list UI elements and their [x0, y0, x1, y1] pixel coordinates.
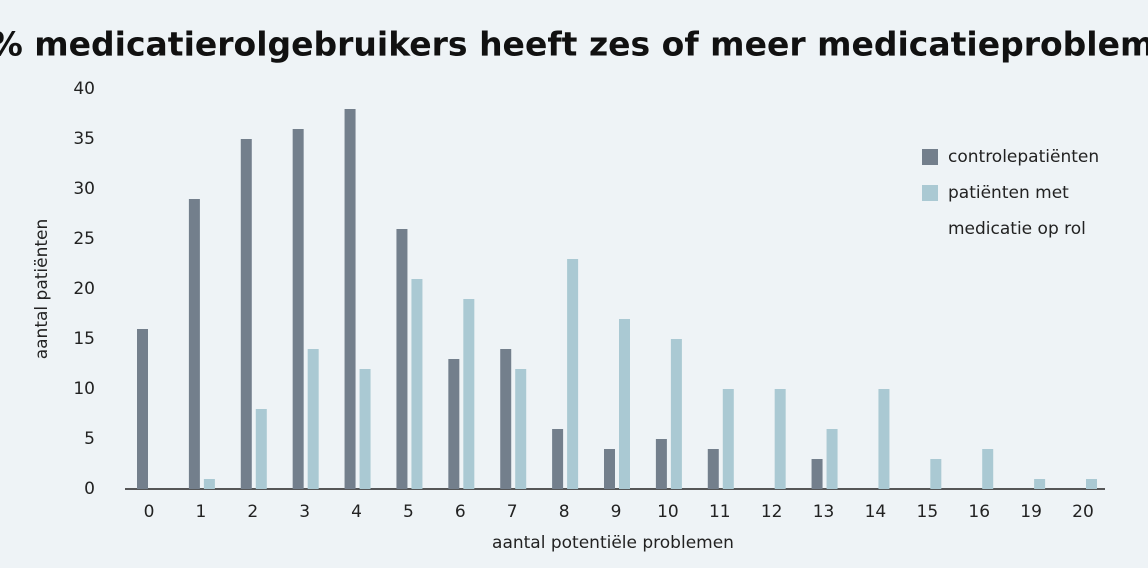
- legend-item: controlepatiënten: [922, 139, 1113, 175]
- y-tick-label: 35: [73, 129, 95, 149]
- bar: [774, 389, 786, 489]
- bar: [707, 449, 719, 489]
- x-tick-label: 12: [761, 502, 783, 522]
- y-axis-label: aantal patiënten: [32, 219, 52, 360]
- x-tick-label: 16: [968, 502, 990, 522]
- y-tick-label: 20: [73, 279, 95, 299]
- x-axis-label: aantal potentiële problemen: [492, 533, 734, 553]
- y-tick-label: 0: [84, 479, 95, 499]
- bar: [203, 479, 215, 489]
- chart-title: 70% medicatierolgebruikers heeft zes of …: [0, 25, 1148, 64]
- bar: [344, 109, 356, 489]
- legend-item: patiënten met medicatie op rol: [922, 175, 1113, 247]
- x-tick-label: 2: [247, 502, 258, 522]
- bar: [722, 389, 734, 489]
- bar: [567, 259, 579, 489]
- x-tick-label: 11: [709, 502, 731, 522]
- bar: [137, 329, 148, 489]
- bar: [619, 319, 630, 489]
- bar: [307, 349, 319, 489]
- x-tick-label: 0: [144, 502, 155, 522]
- bar: [411, 279, 423, 489]
- x-tick-label: 14: [865, 502, 887, 522]
- bar: [826, 429, 838, 489]
- bar: [188, 199, 200, 489]
- legend-label: controlepatiënten: [948, 147, 1100, 167]
- bar: [930, 459, 942, 489]
- bar: [655, 439, 667, 489]
- bar: [396, 229, 408, 489]
- bar: [552, 429, 564, 489]
- bar: [292, 129, 304, 489]
- y-tick-label: 40: [73, 79, 95, 99]
- x-tick-label: 19: [1020, 502, 1042, 522]
- bar: [878, 389, 890, 489]
- y-tick-label: 5: [84, 429, 95, 449]
- x-tick-label: 9: [611, 502, 622, 522]
- x-tick-label: 7: [507, 502, 518, 522]
- x-tick-label: 6: [455, 502, 466, 522]
- legend-swatch: [922, 149, 938, 165]
- x-tick-label: 10: [657, 502, 679, 522]
- bar: [240, 139, 252, 489]
- bar: [604, 449, 615, 489]
- x-tick-label: 1: [195, 502, 206, 522]
- bar: [515, 369, 527, 489]
- x-tick-label: 20: [1072, 502, 1094, 522]
- x-tick-label: 15: [917, 502, 939, 522]
- bar: [448, 359, 460, 489]
- y-tick-label: 30: [73, 179, 95, 199]
- y-tick-label: 15: [73, 329, 95, 349]
- bar: [463, 299, 475, 489]
- legend-label: patiënten met medicatie op rol: [948, 183, 1086, 239]
- bar: [1034, 479, 1046, 489]
- x-tick-label: 13: [813, 502, 835, 522]
- x-tick-label: 8: [559, 502, 570, 522]
- bar: [1086, 479, 1097, 489]
- y-tick-label: 10: [73, 379, 95, 399]
- x-tick-label: 4: [351, 502, 362, 522]
- x-tick-label: 5: [403, 502, 414, 522]
- bar: [255, 409, 267, 489]
- bar: [500, 349, 512, 489]
- bar: [359, 369, 371, 489]
- bar: [670, 339, 682, 489]
- y-tick-label: 25: [73, 229, 95, 249]
- legend-swatch: [922, 185, 938, 201]
- x-tick-label: 3: [299, 502, 310, 522]
- bar: [811, 459, 823, 489]
- bar: [982, 449, 994, 489]
